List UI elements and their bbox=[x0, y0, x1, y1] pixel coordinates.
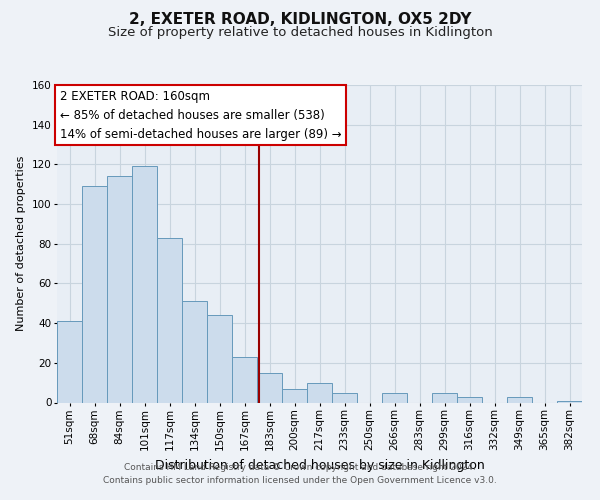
Bar bbox=[557, 400, 582, 402]
Bar bbox=[207, 315, 232, 402]
Bar bbox=[232, 357, 257, 403]
Bar bbox=[132, 166, 157, 402]
Y-axis label: Number of detached properties: Number of detached properties bbox=[16, 156, 26, 332]
Bar bbox=[507, 396, 532, 402]
Bar bbox=[457, 396, 482, 402]
Bar bbox=[432, 392, 457, 402]
Bar bbox=[382, 392, 407, 402]
Bar bbox=[332, 392, 357, 402]
Text: Contains HM Land Registry data © Crown copyright and database right 2024.: Contains HM Land Registry data © Crown c… bbox=[124, 462, 476, 471]
Bar bbox=[307, 382, 332, 402]
Bar bbox=[107, 176, 132, 402]
Bar bbox=[182, 302, 207, 402]
Bar bbox=[82, 186, 107, 402]
Bar bbox=[282, 388, 307, 402]
Bar bbox=[57, 321, 82, 402]
Text: Contains public sector information licensed under the Open Government Licence v3: Contains public sector information licen… bbox=[103, 476, 497, 485]
Text: 2 EXETER ROAD: 160sqm
← 85% of detached houses are smaller (538)
14% of semi-det: 2 EXETER ROAD: 160sqm ← 85% of detached … bbox=[59, 90, 341, 141]
Bar bbox=[257, 372, 282, 402]
Text: Size of property relative to detached houses in Kidlington: Size of property relative to detached ho… bbox=[107, 26, 493, 39]
Bar bbox=[157, 238, 182, 402]
Text: 2, EXETER ROAD, KIDLINGTON, OX5 2DY: 2, EXETER ROAD, KIDLINGTON, OX5 2DY bbox=[129, 12, 471, 28]
X-axis label: Distribution of detached houses by size in Kidlington: Distribution of detached houses by size … bbox=[155, 458, 484, 471]
